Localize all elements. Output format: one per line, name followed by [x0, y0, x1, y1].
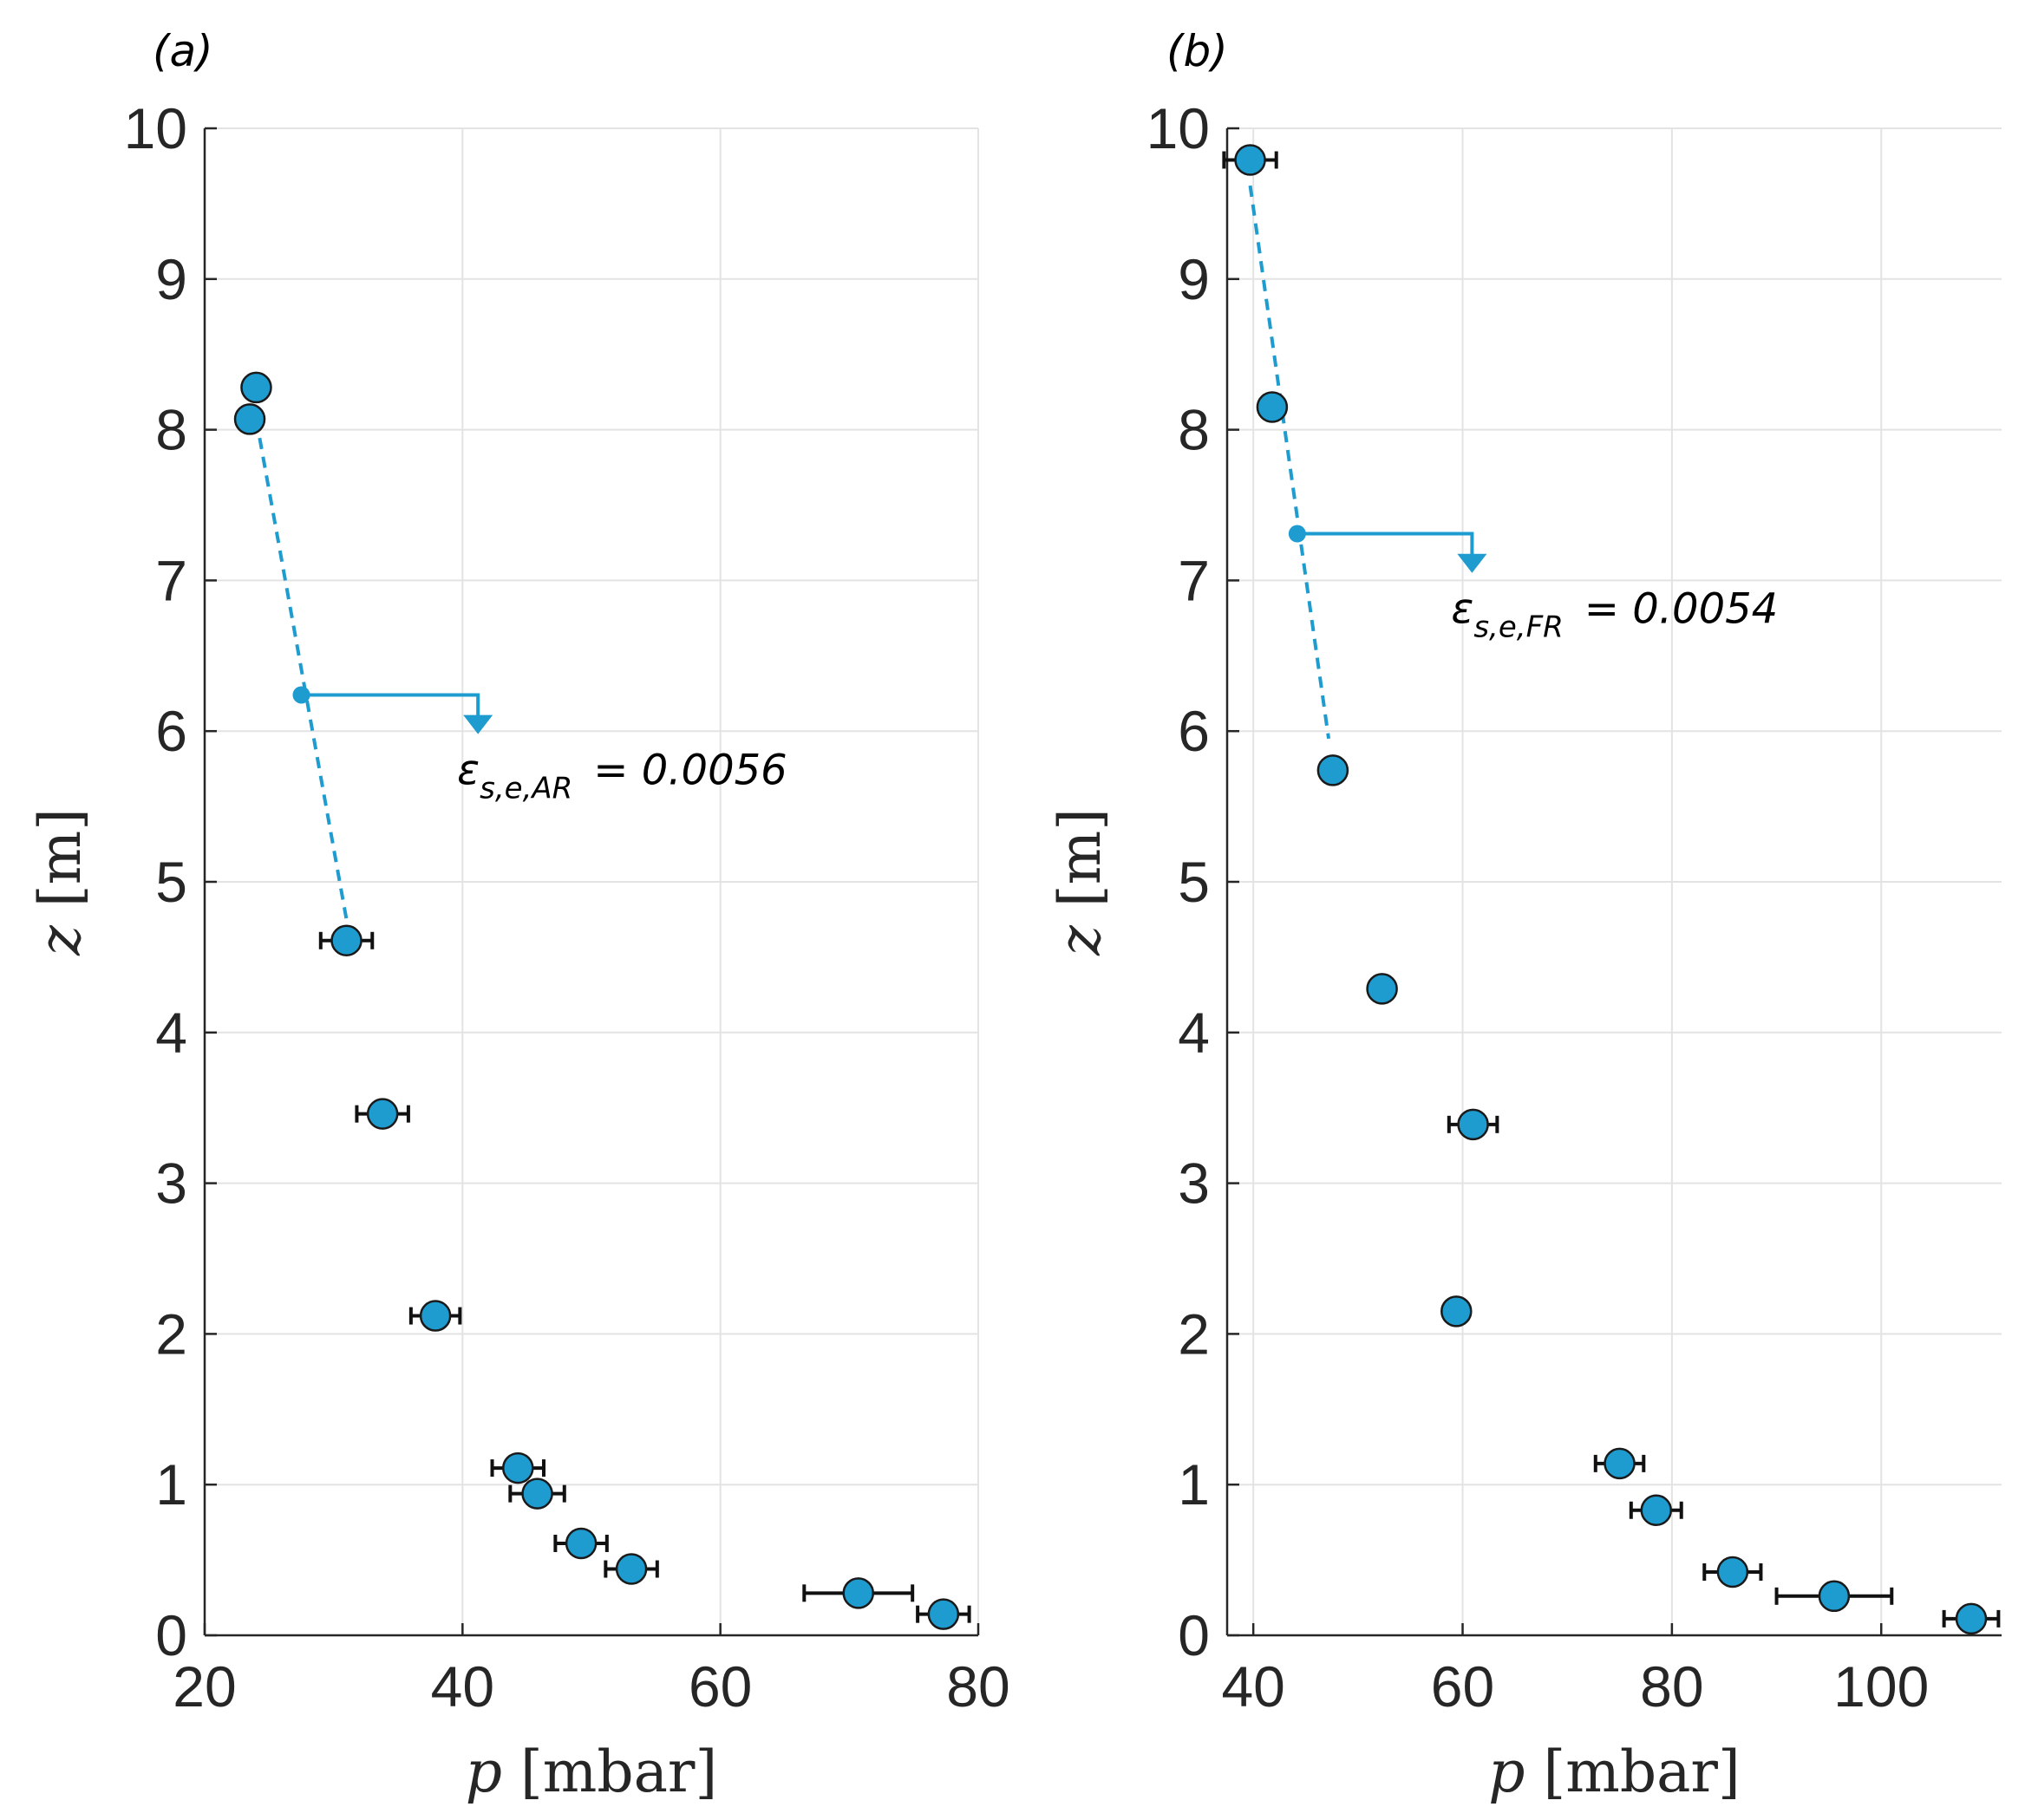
y-tick-label: 4 — [155, 1001, 187, 1065]
x-axis-var: p — [1488, 1738, 1525, 1805]
x-axis-title: p [mbar] — [466, 1738, 717, 1805]
y-tick-label: 0 — [155, 1603, 187, 1667]
x-axis-unit: [mbar] — [502, 1738, 717, 1805]
annotation-symbol: ε — [457, 747, 480, 795]
data-point — [1234, 144, 1266, 176]
data-point — [565, 1527, 598, 1560]
x-tick-label: 20 — [173, 1654, 236, 1719]
y-tick-label: 3 — [1178, 1151, 1210, 1216]
annotation-symbol: ε — [1451, 585, 1473, 634]
data-point — [419, 1300, 452, 1332]
panel-label: (b) — [1166, 26, 1228, 76]
data-point — [1366, 973, 1398, 1005]
data-point — [233, 403, 266, 435]
y-axis-var: z — [1047, 924, 1114, 956]
data-point — [1640, 1494, 1673, 1526]
annotation-value: = 0.0054 — [1584, 585, 1778, 634]
data-point — [1818, 1580, 1851, 1613]
annotation-arrow-head — [463, 714, 493, 734]
y-tick-label: 1 — [1178, 1452, 1210, 1517]
data-point — [502, 1451, 534, 1484]
data-point — [927, 1598, 960, 1630]
y-tick-label: 9 — [155, 247, 187, 311]
x-axis-title: p [mbar] — [1488, 1738, 1740, 1805]
y-tick-label: 2 — [1178, 1301, 1210, 1366]
annotation-value: = 0.0056 — [593, 747, 787, 795]
y-axis-title: z [m] — [27, 808, 94, 956]
y-tick-label: 0 — [1178, 1603, 1210, 1667]
data-point — [240, 371, 272, 404]
y-axis-unit: [m] — [27, 808, 94, 925]
data-point — [1457, 1108, 1489, 1141]
y-tick-label: 7 — [1178, 548, 1210, 612]
y-axis-var: z — [27, 924, 94, 956]
annotation-arrow-head — [1457, 553, 1487, 573]
data-point — [615, 1553, 648, 1585]
y-tick-label: 5 — [1178, 850, 1210, 914]
y-tick-label: 2 — [155, 1301, 187, 1366]
annotation-label: εs,e,AR = 0.0056 — [457, 747, 787, 806]
y-tick-label: 5 — [155, 850, 187, 914]
fit-line — [254, 419, 349, 920]
data-point — [1256, 391, 1289, 423]
y-tick-label: 4 — [1178, 1001, 1210, 1065]
y-tick-label: 10 — [1146, 96, 1210, 160]
panel-a-chart: (a) 0 1 2 3 4 5 6 7 8 9 10 20 40 60 80 p [mbar] z [m] εs,e… — [27, 26, 1010, 1805]
panel-b-chart: (b) 0 1 2 3 4 5 6 7 8 9 10 40 60 80 100 p [mbar] z [m] εs,… — [1047, 26, 2002, 1805]
y-tick-label: 8 — [1178, 398, 1210, 462]
annotation-leader-line — [1297, 532, 1474, 556]
y-tick-label: 8 — [155, 398, 187, 462]
fit-line — [1248, 185, 1331, 740]
x-tick-label: 60 — [1431, 1654, 1494, 1719]
annotation-label: εs,e,FR = 0.0054 — [1451, 585, 1778, 645]
data-point — [1440, 1295, 1473, 1327]
data-point — [842, 1577, 874, 1609]
data-point — [1604, 1447, 1636, 1480]
data-point — [330, 924, 363, 957]
y-axis-unit: [m] — [1047, 808, 1114, 925]
annotation-leader-line — [301, 693, 480, 717]
x-tick-label: 100 — [1833, 1654, 1929, 1719]
data-point — [1955, 1602, 1988, 1635]
y-tick-label: 6 — [1178, 699, 1210, 763]
y-tick-label: 7 — [155, 548, 187, 612]
data-point — [1316, 754, 1349, 786]
y-tick-label: 6 — [155, 699, 187, 763]
y-tick-label: 9 — [1178, 247, 1210, 311]
y-tick-label: 3 — [155, 1151, 187, 1216]
annotation-subscript: s,e,AR — [480, 772, 572, 806]
x-tick-label: 80 — [946, 1654, 1009, 1719]
y-axis-title: z [m] — [1047, 808, 1114, 956]
x-tick-label: 40 — [431, 1654, 494, 1719]
x-axis-unit: [mbar] — [1525, 1738, 1741, 1805]
data-point — [1716, 1556, 1749, 1588]
x-tick-label: 60 — [689, 1654, 752, 1719]
annotation-subscript: s,e,FR — [1473, 610, 1563, 645]
data-point — [521, 1478, 553, 1510]
y-tick-label: 10 — [124, 96, 187, 160]
y-tick-label: 1 — [155, 1452, 187, 1517]
data-point — [366, 1098, 399, 1130]
panel-label: (a) — [153, 26, 213, 76]
x-axis-var: p — [466, 1738, 502, 1805]
x-tick-label: 80 — [1640, 1654, 1703, 1719]
x-tick-label: 40 — [1221, 1654, 1284, 1719]
